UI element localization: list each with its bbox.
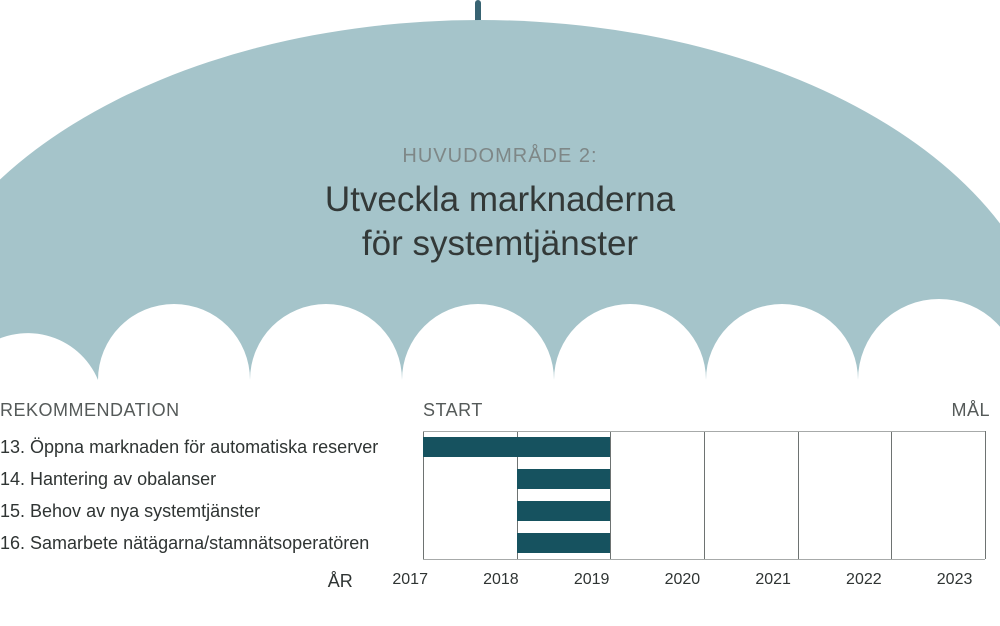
table-rows: 13. Öppna marknaden för automatiska rese… bbox=[0, 431, 1000, 559]
row-label: 16. Samarbete nätägarna/stamnätsoperatör… bbox=[0, 533, 423, 554]
headline-line-2: för systemtjänster bbox=[362, 224, 638, 263]
year-label: 2018 bbox=[456, 571, 547, 592]
gantt-table: REKOMMENDATION START MÅL 13. Öppna markn… bbox=[0, 400, 1000, 592]
rule-bottom bbox=[423, 559, 985, 560]
year-label: 2021 bbox=[728, 571, 819, 592]
year-axis: ÅR2017201820192020202120222023 bbox=[0, 571, 1000, 592]
year-label: 2020 bbox=[637, 571, 728, 592]
axis-prefix: ÅR bbox=[0, 571, 365, 592]
row-label: 14. Hantering av obalanser bbox=[0, 469, 423, 490]
gantt-bar bbox=[423, 437, 610, 457]
rule-top bbox=[423, 431, 985, 432]
row-label: 15. Behov av nya systemtjänster bbox=[0, 501, 423, 522]
row-label: 13. Öppna marknaden för automatiska rese… bbox=[0, 437, 423, 458]
chart-area: 13. Öppna marknaden för automatiska rese… bbox=[0, 431, 1000, 559]
headline: Utveckla marknaderna för systemtjänster bbox=[325, 178, 675, 266]
header-recommendation: REKOMMENDATION bbox=[0, 400, 423, 421]
gantt-bar bbox=[517, 501, 611, 521]
gantt-bar bbox=[517, 533, 611, 553]
year-label: 2019 bbox=[546, 571, 637, 592]
gantt-bar bbox=[517, 469, 611, 489]
row-chart bbox=[423, 463, 985, 495]
kicker: HUVUDOMRÅDE 2: bbox=[402, 145, 597, 168]
table-row: 15. Behov av nya systemtjänster bbox=[0, 495, 1000, 527]
umbrella-graphic: HUVUDOMRÅDE 2: Utveckla marknaderna för … bbox=[0, 0, 1000, 390]
row-chart bbox=[423, 431, 985, 463]
table-row: 13. Öppna marknaden för automatiska rese… bbox=[0, 431, 1000, 463]
umbrella-title-block: HUVUDOMRÅDE 2: Utveckla marknaderna för … bbox=[0, 0, 1000, 390]
headline-line-1: Utveckla marknaderna bbox=[325, 180, 675, 219]
row-chart bbox=[423, 527, 985, 559]
table-headers: REKOMMENDATION START MÅL bbox=[0, 400, 1000, 421]
year-label: 2022 bbox=[818, 571, 909, 592]
year-label: 2023 bbox=[909, 571, 1000, 592]
table-row: 16. Samarbete nätägarna/stamnätsoperatör… bbox=[0, 527, 1000, 559]
row-chart bbox=[423, 495, 985, 527]
header-goal: MÅL bbox=[503, 400, 1000, 421]
table-row: 14. Hantering av obalanser bbox=[0, 463, 1000, 495]
year-label: 2017 bbox=[365, 571, 456, 592]
header-start: START bbox=[423, 400, 503, 421]
